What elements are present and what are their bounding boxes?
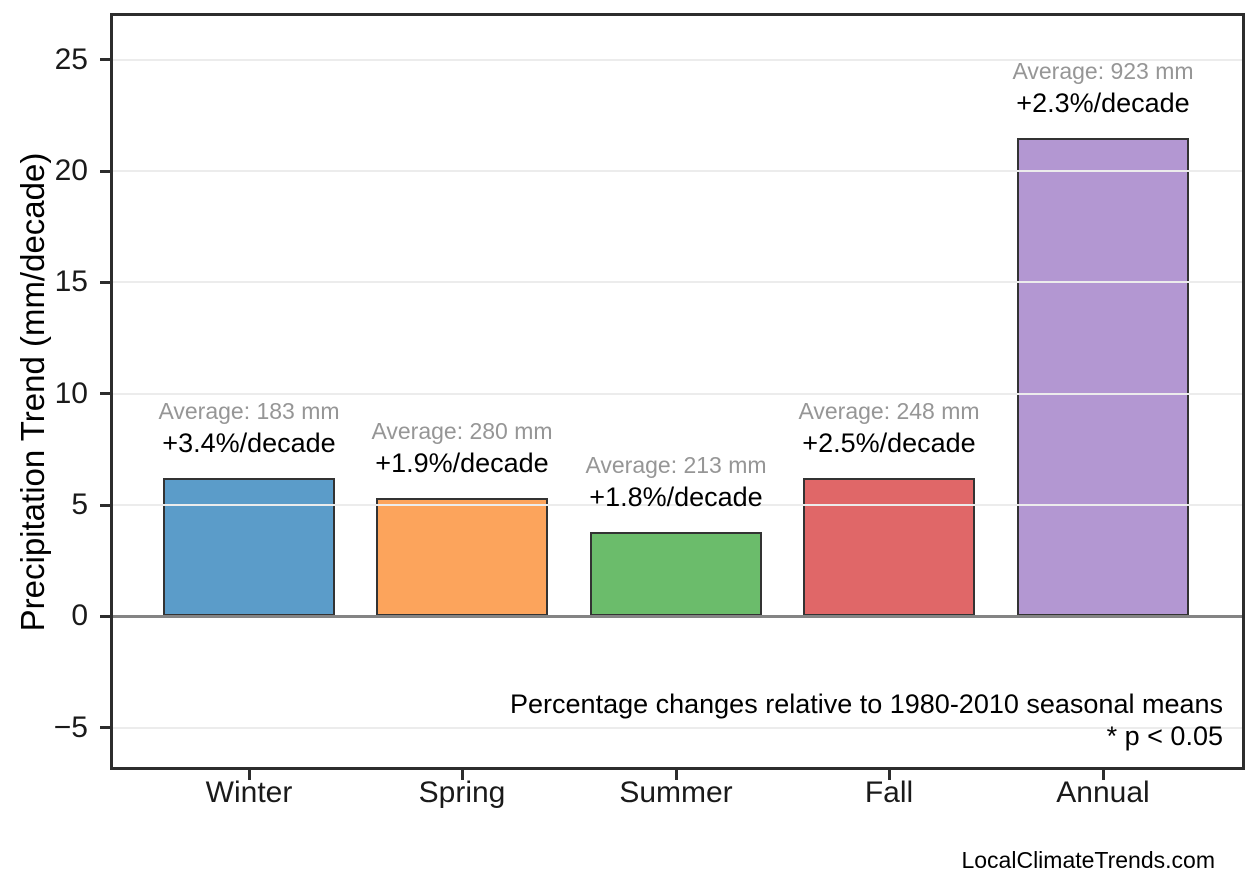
gridline-y-15 [110,281,1245,284]
x-tick-mark [887,770,891,780]
bar-winter [163,478,335,617]
y-tick-mark [100,503,110,507]
y-tick-label: 20 [54,154,88,188]
x-tick-label-fall: Fall [864,776,914,809]
x-tick-mark [674,770,678,780]
y-tick-mark [100,280,110,284]
annotation-significance: * p < 0.05 [1106,721,1223,751]
bar-labels-fall: Average: 248 mm +2.5%/decade [729,396,1049,460]
bar-average-label: Average: 923 mm [1012,57,1194,84]
bar-trend-label: +2.3%/decade [1016,87,1190,118]
x-tick-label-annual: Annual [1056,776,1150,809]
bar-fall [803,478,975,617]
bar-average-label: Average: 213 mm [585,451,767,478]
gridline-y-25 [110,58,1245,61]
bar-spring [376,498,548,617]
gridline-y-10 [110,392,1245,395]
bar-average-label: Average: 280 mm [371,418,553,445]
bar-annual [1017,137,1189,617]
bar-average-label: Average: 183 mm [158,398,340,425]
x-tick-mark [247,770,251,780]
y-tick-mark [100,169,110,173]
y-tick-mark [100,726,110,730]
y-tick-label: 25 [54,42,88,76]
y-tick-mark [100,58,110,62]
y-tick-label: 15 [54,265,88,299]
bar-summer [590,531,762,617]
gridline-y-20 [110,170,1245,173]
y-tick-label: −5 [53,710,88,744]
zero-baseline [110,614,1245,618]
x-tick-label-spring: Spring [418,776,506,809]
x-tick-mark [1101,770,1105,780]
bar-labels-annual: Average: 923 mm +2.3%/decade [943,56,1258,120]
x-tick-label-winter: Winter [205,776,293,809]
plot-area [110,13,1245,770]
bar-trend-label: +1.9%/decade [375,448,549,479]
annotation-note: Percentage changes relative to 1980-2010… [510,689,1223,719]
y-tick-mark [100,614,110,618]
y-tick-mark [100,392,110,396]
bar-labels-summer: Average: 213 mm +1.8%/decade [516,450,836,514]
bar-labels-spring: Average: 280 mm +1.9%/decade [302,416,622,480]
bar-trend-label: +1.8%/decade [589,481,763,512]
bar-trend-label: +2.5%/decade [802,428,976,459]
bar-average-label: Average: 248 mm [798,398,980,425]
watermark-text: LocalClimateTrends.com [961,847,1215,873]
y-tick-label: 5 [71,488,88,522]
y-tick-label: 0 [71,599,88,633]
y-tick-label: 10 [54,376,88,410]
bar-labels-winter: Average: 183 mm +3.4%/decade [89,396,409,460]
gridline-y-5 [110,504,1245,507]
gridline-y--5 [110,726,1245,729]
x-tick-label-summer: Summer [619,776,733,809]
bar-trend-label: +3.4%/decade [162,428,336,459]
x-tick-mark [460,770,464,780]
